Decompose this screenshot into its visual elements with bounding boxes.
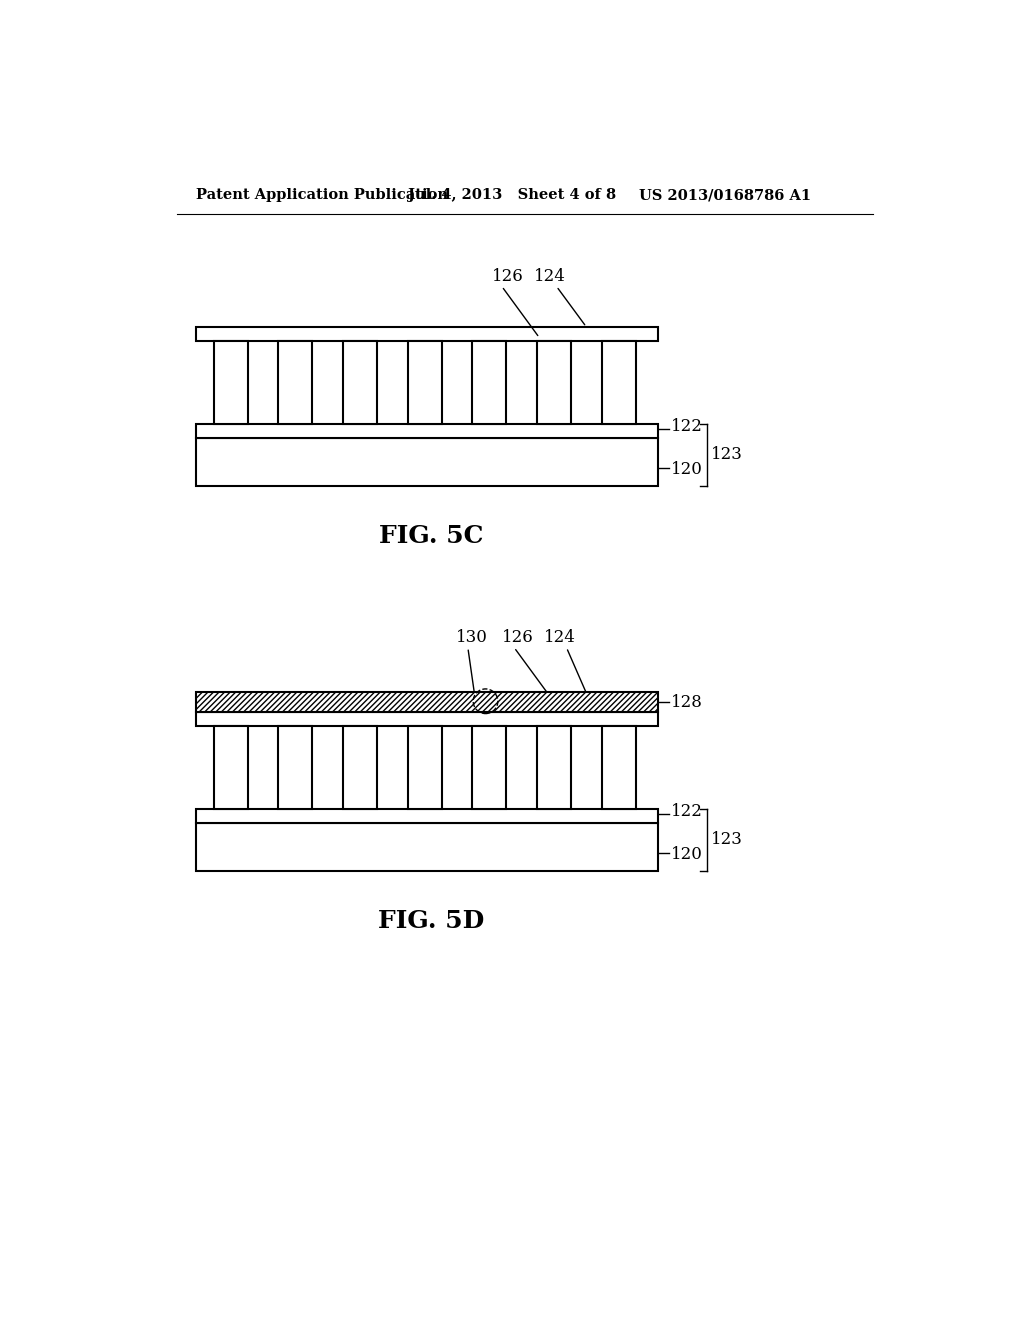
Bar (196, 822, 658, 871)
Bar (279, 726, 312, 809)
Bar (196, 711, 658, 726)
Text: 124: 124 (545, 628, 577, 645)
Bar (602, 726, 636, 809)
Text: US 2013/0168786 A1: US 2013/0168786 A1 (639, 189, 811, 202)
Bar (472, 726, 506, 809)
Bar (196, 438, 658, 486)
Bar (343, 341, 377, 424)
Bar (279, 341, 312, 424)
Text: 123: 123 (711, 446, 743, 463)
Text: 130: 130 (456, 628, 487, 645)
Text: 123: 123 (711, 832, 743, 849)
Bar (472, 341, 506, 424)
Bar (214, 726, 248, 809)
Bar (214, 341, 248, 424)
Text: FIG. 5C: FIG. 5C (379, 524, 483, 548)
Bar (408, 341, 441, 424)
Bar (196, 809, 658, 822)
Text: 120: 120 (671, 846, 702, 863)
Bar (196, 692, 658, 711)
Text: 128: 128 (671, 693, 702, 710)
Text: 120: 120 (671, 461, 702, 478)
Text: Patent Application Publication: Patent Application Publication (196, 189, 449, 202)
Bar (343, 726, 377, 809)
Bar (538, 726, 571, 809)
Text: 126: 126 (492, 268, 523, 285)
Text: Jul. 4, 2013   Sheet 4 of 8: Jul. 4, 2013 Sheet 4 of 8 (408, 189, 615, 202)
Text: FIG. 5D: FIG. 5D (378, 908, 484, 933)
Bar (602, 341, 636, 424)
Bar (538, 341, 571, 424)
Bar (196, 327, 658, 341)
Bar (408, 726, 441, 809)
Bar (196, 424, 658, 438)
Text: 122: 122 (671, 803, 702, 820)
Text: 124: 124 (535, 268, 566, 285)
Text: 126: 126 (502, 628, 534, 645)
Text: 122: 122 (671, 418, 702, 434)
